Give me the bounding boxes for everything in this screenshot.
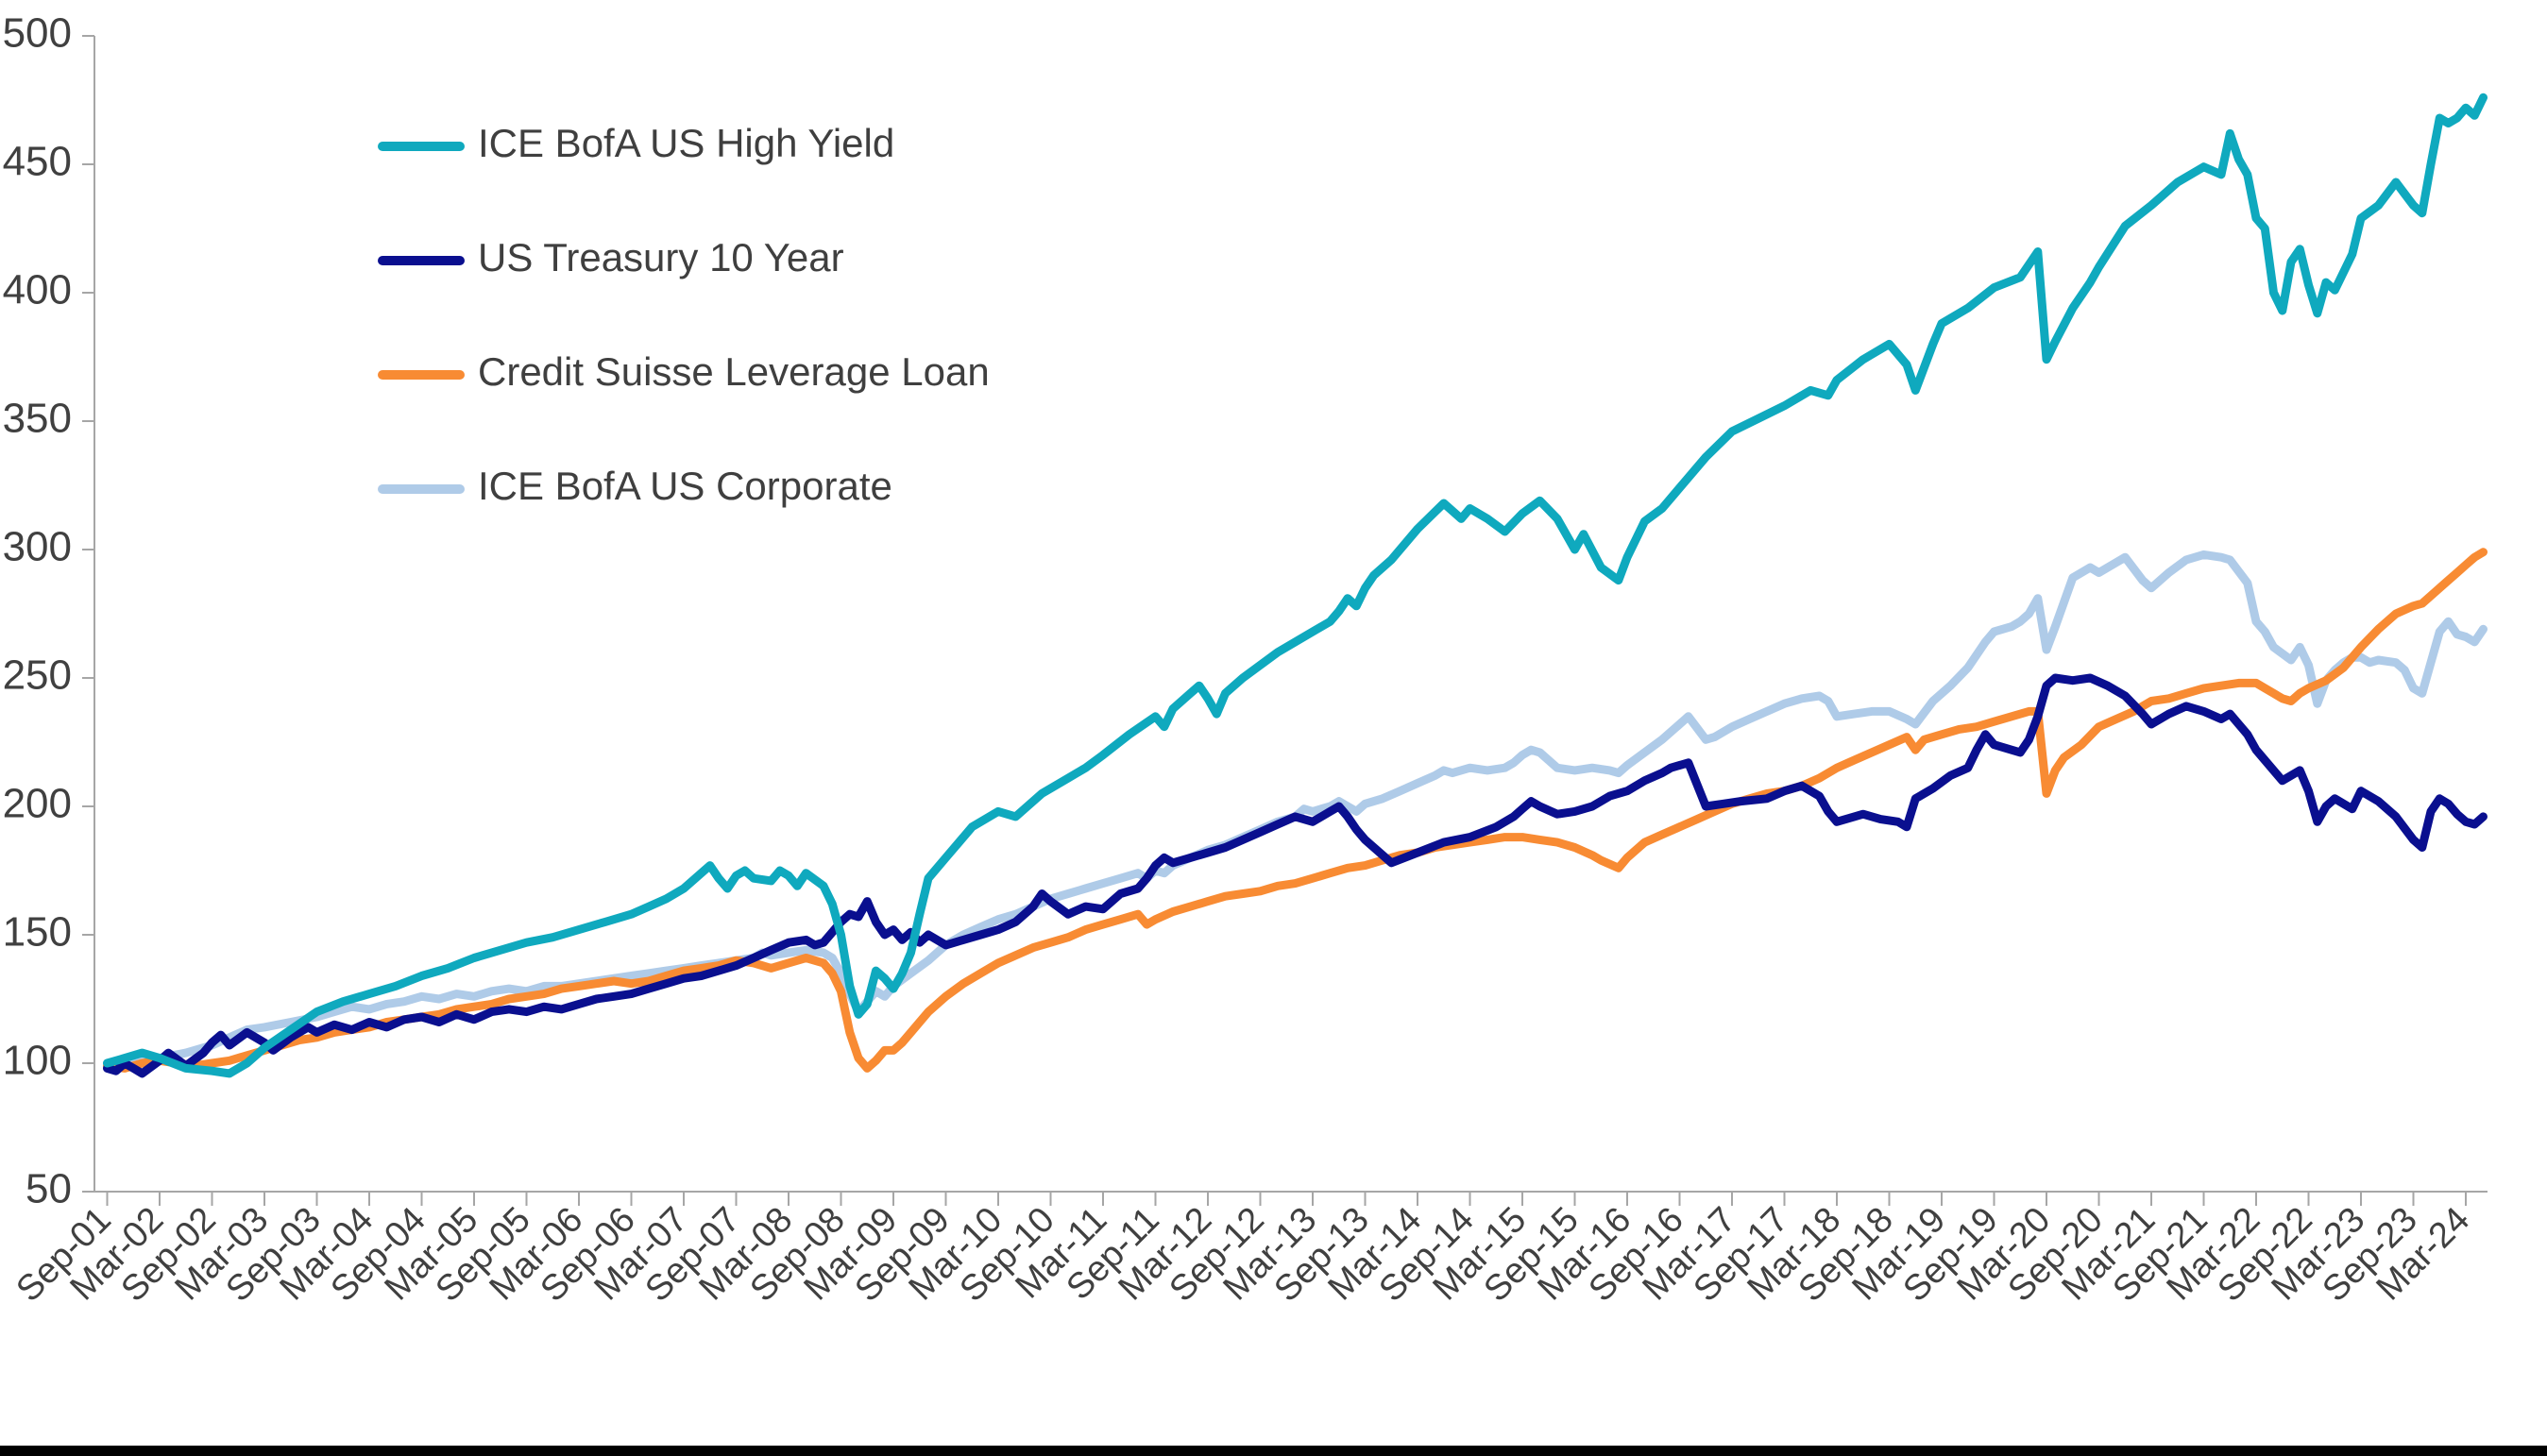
legend-swatch-icon xyxy=(378,370,465,380)
legend-item: US Treasury 10 Year xyxy=(378,235,844,279)
legend-item: ICE BofA US High Yield xyxy=(378,121,894,165)
legend-label: US Treasury 10 Year xyxy=(478,235,844,279)
bottom-border-bar xyxy=(0,1446,2547,1456)
legend-swatch-icon xyxy=(378,142,465,151)
y-axis-label: 100 xyxy=(3,1038,72,1084)
legend-label: Credit Suisse Leverage Loan xyxy=(478,349,990,394)
series-line-ice-bofa-us-high-yield xyxy=(103,93,2488,1078)
y-axis-label: 300 xyxy=(3,524,72,570)
legend-label: ICE BofA US High Yield xyxy=(478,121,894,165)
legend-item: ICE BofA US Corporate xyxy=(378,464,892,508)
y-axis-label: 450 xyxy=(3,139,72,185)
legend-swatch-icon xyxy=(378,484,465,494)
y-axis-label: 350 xyxy=(3,396,72,442)
y-axis-label: 400 xyxy=(3,267,72,313)
series-line-ice-bofa-us-corporate xyxy=(103,550,2488,1068)
series-line-credit-suisse-leverage-loan xyxy=(103,548,2488,1073)
legend-label: ICE BofA US Corporate xyxy=(478,464,892,508)
legend-item: Credit Suisse Leverage Loan xyxy=(378,349,990,394)
y-axis-label: 150 xyxy=(3,909,72,956)
series-line-us-treasury-10-year xyxy=(103,673,2488,1078)
y-axis-label: 500 xyxy=(3,10,72,57)
legend: ICE BofA US High Yield US Treasury 10 Yea… xyxy=(378,121,990,508)
legend-swatch-icon xyxy=(378,256,465,265)
y-axis-label: 50 xyxy=(25,1166,72,1212)
y-axis-label: 200 xyxy=(3,781,72,827)
y-axis-label: 250 xyxy=(3,652,72,699)
